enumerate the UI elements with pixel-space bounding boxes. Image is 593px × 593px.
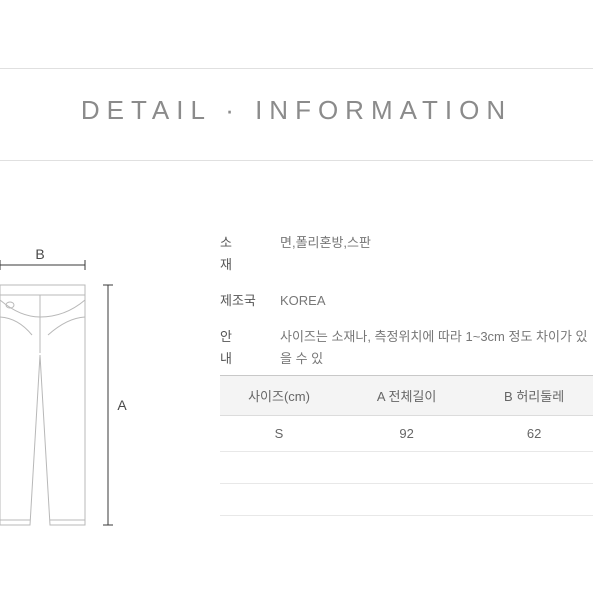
info-value-country: KOREA [280, 290, 593, 312]
info-label-country: 제조국 [220, 290, 280, 312]
diagram-label-a: A [117, 397, 127, 413]
divider-top [0, 68, 593, 69]
diagram-label-b: B [35, 246, 44, 262]
divider-under-title [0, 160, 593, 161]
info-value-material: 면,폴리혼방,스판 [280, 232, 593, 276]
measure-b: B [0, 246, 85, 270]
info-row-country: 제조국 KOREA [220, 290, 593, 312]
size-col-2: B 허리둘레 [475, 376, 593, 416]
table-row-empty [220, 484, 593, 516]
table-row-empty [220, 452, 593, 484]
size-cell: 92 [338, 416, 475, 452]
size-col-1: A 전체길이 [338, 376, 475, 416]
pants-diagram: B A [0, 245, 150, 555]
info-label-material: 소 재 [220, 232, 280, 276]
size-cell: 62 [475, 416, 593, 452]
measure-a: A [103, 285, 127, 525]
info-note-line1: 사이즈는 소재나, 측정위치에 따라 1~3cm 정도 차이가 있을 수 있 [280, 329, 587, 366]
info-row-material: 소 재 면,폴리혼방,스판 [220, 232, 593, 276]
size-table-head: 사이즈(cm) A 전체길이 B 허리둘레 [220, 376, 593, 416]
page-title: DETAIL · INFORMATION [0, 95, 593, 126]
size-col-0: 사이즈(cm) [220, 376, 338, 416]
size-table: 사이즈(cm) A 전체길이 B 허리둘레 S 92 62 [220, 375, 593, 516]
table-row: S 92 62 [220, 416, 593, 452]
size-table-body: S 92 62 [220, 416, 593, 516]
size-cell: S [220, 416, 338, 452]
pants-outline [0, 285, 85, 525]
